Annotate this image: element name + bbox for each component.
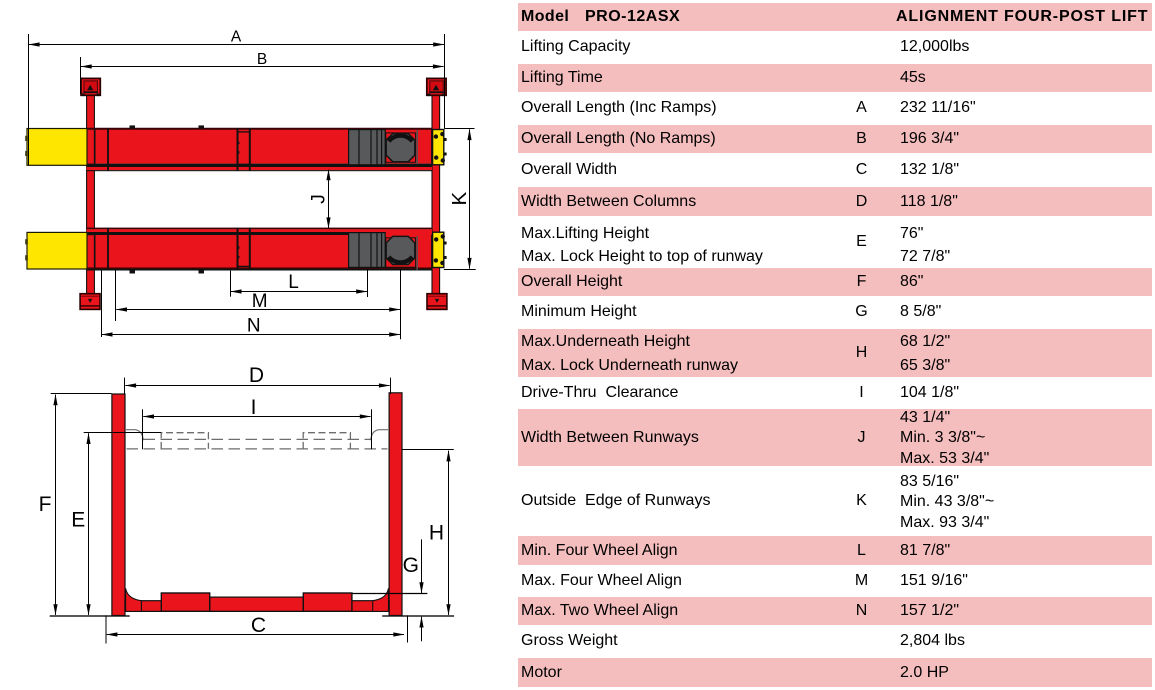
svg-text:D: D — [249, 364, 264, 387]
svg-text:F: F — [39, 493, 52, 516]
svg-text:B: B — [257, 51, 267, 68]
svg-text:G: G — [403, 554, 419, 577]
svg-text:K: K — [448, 191, 471, 205]
svg-text:E: E — [71, 509, 85, 532]
svg-text:N: N — [247, 316, 261, 337]
svg-text:M: M — [252, 291, 268, 312]
svg-text:A: A — [231, 29, 242, 46]
svg-text:J: J — [308, 194, 330, 204]
svg-text:I: I — [251, 396, 257, 419]
svg-text:C: C — [251, 614, 266, 637]
svg-text:H: H — [429, 522, 444, 545]
svg-text:L: L — [288, 272, 299, 293]
